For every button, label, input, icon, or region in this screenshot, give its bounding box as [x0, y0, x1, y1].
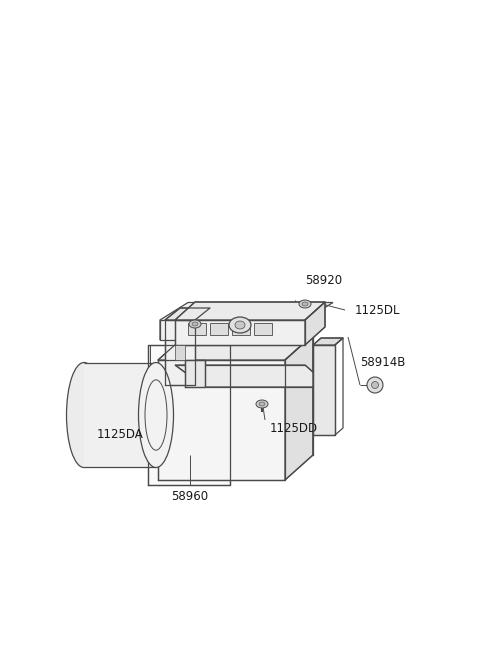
Text: 58960: 58960	[171, 491, 209, 504]
Polygon shape	[175, 302, 325, 320]
Text: 58914B: 58914B	[360, 356, 406, 369]
Polygon shape	[148, 345, 230, 485]
Polygon shape	[232, 323, 250, 335]
Polygon shape	[210, 323, 228, 335]
Polygon shape	[160, 320, 305, 340]
Polygon shape	[165, 308, 210, 320]
Ellipse shape	[367, 377, 383, 393]
Polygon shape	[175, 365, 330, 387]
Text: 1125DD: 1125DD	[270, 422, 318, 434]
Ellipse shape	[229, 317, 251, 333]
Ellipse shape	[299, 300, 311, 308]
Polygon shape	[313, 345, 335, 435]
Polygon shape	[188, 323, 206, 335]
Ellipse shape	[256, 400, 268, 408]
Polygon shape	[175, 320, 305, 345]
Polygon shape	[165, 320, 195, 385]
Ellipse shape	[259, 402, 265, 406]
Ellipse shape	[189, 320, 201, 328]
Polygon shape	[313, 338, 343, 345]
Text: 1125DL: 1125DL	[355, 303, 400, 316]
Ellipse shape	[192, 322, 198, 326]
Polygon shape	[175, 345, 185, 360]
Polygon shape	[158, 335, 313, 360]
Ellipse shape	[67, 362, 101, 468]
Polygon shape	[305, 302, 325, 345]
Ellipse shape	[302, 302, 308, 306]
Polygon shape	[158, 360, 285, 480]
Polygon shape	[160, 303, 333, 340]
Ellipse shape	[235, 321, 245, 329]
Polygon shape	[285, 335, 313, 480]
Text: 1125DA: 1125DA	[96, 428, 143, 441]
Text: 58920: 58920	[305, 274, 342, 286]
Polygon shape	[254, 323, 272, 335]
Ellipse shape	[372, 381, 379, 388]
Polygon shape	[185, 360, 205, 387]
Polygon shape	[84, 363, 156, 467]
Ellipse shape	[139, 362, 173, 468]
